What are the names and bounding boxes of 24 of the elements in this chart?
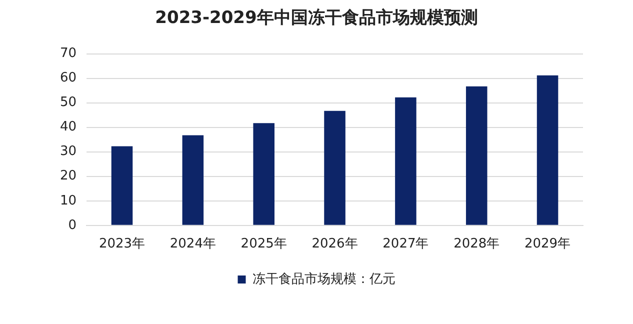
bar	[466, 86, 488, 225]
bar	[536, 75, 558, 225]
x-tick-label: 2026年	[312, 236, 358, 252]
x-tick-label: 2029年	[524, 236, 571, 252]
x-tick-label: 2024年	[170, 236, 216, 252]
y-tick-label: 40	[60, 120, 77, 135]
y-tick-label: 60	[60, 70, 77, 86]
bar	[182, 135, 204, 225]
bar	[111, 146, 133, 225]
chart-title: 2023-2029年中国冻干食品市场规模预测	[154, 7, 479, 29]
bar	[324, 110, 346, 225]
x-tick-label: 2028年	[454, 236, 500, 252]
y-tick-label: 30	[60, 144, 77, 160]
y-tick-label: 50	[60, 95, 77, 110]
y-tick-label: 0	[68, 218, 77, 233]
bar	[395, 97, 416, 225]
bar	[253, 123, 274, 225]
x-tick-label: 2027年	[382, 236, 429, 252]
y-tick-label: 10	[60, 193, 77, 208]
y-tick-label: 20	[60, 168, 77, 184]
x-tick-label: 2023年	[98, 236, 146, 252]
legend-label: 冻干食品市场规模：亿元	[252, 272, 396, 287]
x-tick-label: 2025年	[240, 236, 287, 252]
y-tick-label: 70	[60, 46, 77, 62]
